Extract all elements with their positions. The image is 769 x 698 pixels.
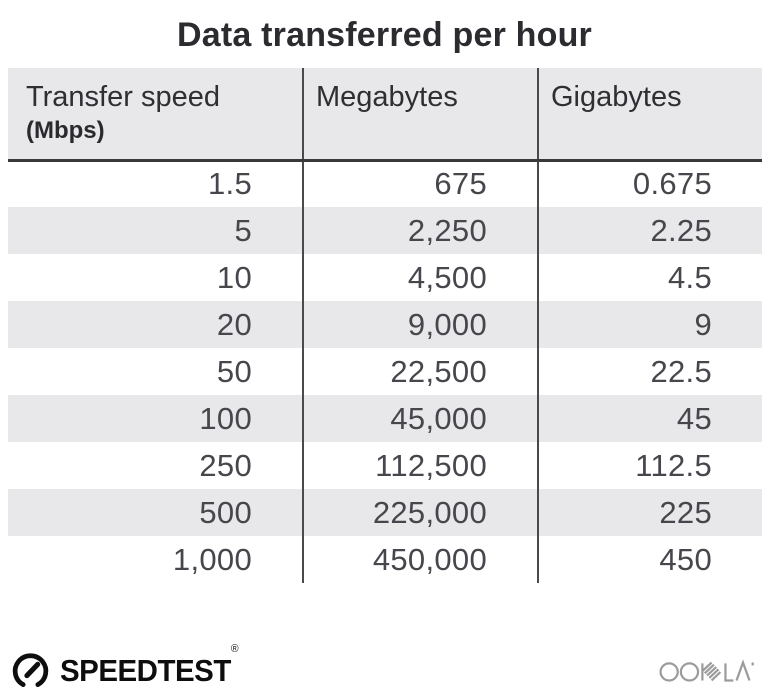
cell-megabytes: 4,500 — [302, 254, 538, 301]
ookla-logo — [659, 659, 754, 682]
table-row: 1.5 675 0.675 — [8, 160, 762, 207]
table-row: 10 4,500 4.5 — [8, 254, 762, 301]
cell-speed: 500 — [8, 489, 303, 536]
cell-gigabytes: 2.25 — [537, 207, 762, 254]
cell-gigabytes: 450 — [537, 536, 762, 583]
cell-speed: 5 — [8, 207, 303, 254]
cell-megabytes: 22,500 — [302, 348, 538, 395]
table-row: 500 225,000 225 — [8, 489, 762, 536]
cell-gigabytes: 22.5 — [537, 348, 762, 395]
cell-gigabytes: 4.5 — [537, 254, 762, 301]
cell-gigabytes: 225 — [537, 489, 762, 536]
registered-mark: ® — [230, 643, 239, 655]
cell-speed: 1.5 — [8, 160, 303, 207]
cell-speed: 250 — [8, 442, 303, 489]
speedtest-wordmark: SPEEDTEST® — [60, 643, 239, 689]
table-row: 1,000 450,000 450 — [8, 536, 762, 583]
table-row: 20 9,000 9 — [8, 301, 762, 348]
footer: SPEEDTEST® — [10, 643, 755, 692]
col-header-mbps-unit: (Mbps) — [26, 117, 105, 144]
cell-speed: 10 — [8, 254, 303, 301]
cell-megabytes: 9,000 — [302, 301, 538, 348]
cell-megabytes: 675 — [302, 160, 538, 207]
table-row: 100 45,000 45 — [8, 395, 762, 442]
cell-megabytes: 450,000 — [302, 536, 538, 583]
col-header-gigabytes: Gigabytes — [537, 68, 762, 162]
cell-speed: 1,000 — [8, 536, 303, 583]
cell-megabytes: 225,000 — [302, 489, 538, 536]
cell-speed: 20 — [8, 301, 303, 348]
cell-gigabytes: 112.5 — [537, 442, 762, 489]
table-row: 250 112,500 112.5 — [8, 442, 762, 489]
table-row: 5 2,250 2.25 — [8, 207, 762, 254]
cell-speed: 50 — [8, 348, 303, 395]
header-row: Transfer speed (Mbps) Megabytes Gigabyte… — [8, 68, 762, 162]
cell-gigabytes: 0.675 — [537, 160, 762, 207]
speedtest-gauge-icon — [12, 653, 49, 687]
cell-speed: 100 — [8, 395, 303, 442]
speedtest-logo: SPEEDTEST® — [10, 643, 247, 692]
cell-megabytes: 45,000 — [302, 395, 538, 442]
cell-gigabytes: 45 — [537, 395, 762, 442]
cell-megabytes: 2,250 — [302, 207, 538, 254]
page-title: Data transferred per hour — [177, 16, 592, 54]
table-row: 50 22,500 22.5 — [8, 348, 762, 395]
col-header-megabytes: Megabytes — [302, 68, 538, 162]
cell-megabytes: 112,500 — [302, 442, 538, 489]
speedtest-wordmark-text: SPEEDTEST — [60, 653, 231, 688]
data-table: Transfer speed (Mbps) Megabytes Gigabyte… — [8, 68, 762, 583]
col-header-transfer-speed-label: Transfer speed — [26, 81, 220, 113]
col-header-transfer-speed: Transfer speed (Mbps) — [8, 68, 303, 162]
cell-gigabytes: 9 — [537, 301, 762, 348]
